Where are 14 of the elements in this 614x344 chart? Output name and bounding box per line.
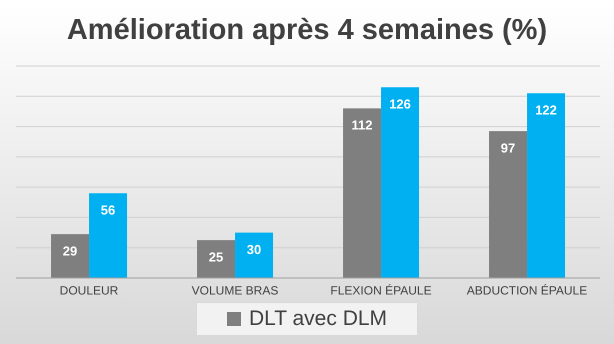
data-label: 25 — [208, 249, 224, 264]
x-tick-label: FLEXION ÉPAULE — [330, 284, 432, 298]
legend-label: DLT avec DLM — [248, 307, 388, 331]
x-tick-label: DOULEUR — [60, 284, 119, 298]
x-tick-label: VOLUME BRAS — [192, 284, 278, 298]
data-label: 30 — [246, 242, 262, 257]
data-label: 122 — [535, 102, 557, 118]
data-label: 112 — [352, 118, 373, 133]
x-tick-label: ABDUCTION ÉPAULE — [466, 284, 588, 298]
data-label: 126 — [389, 96, 411, 112]
data-label: 29 — [62, 243, 78, 258]
data-label: 97 — [500, 140, 516, 156]
data-label: 56 — [100, 202, 116, 218]
chart-title: Amélioration après 4 semaines (%) — [66, 14, 548, 48]
